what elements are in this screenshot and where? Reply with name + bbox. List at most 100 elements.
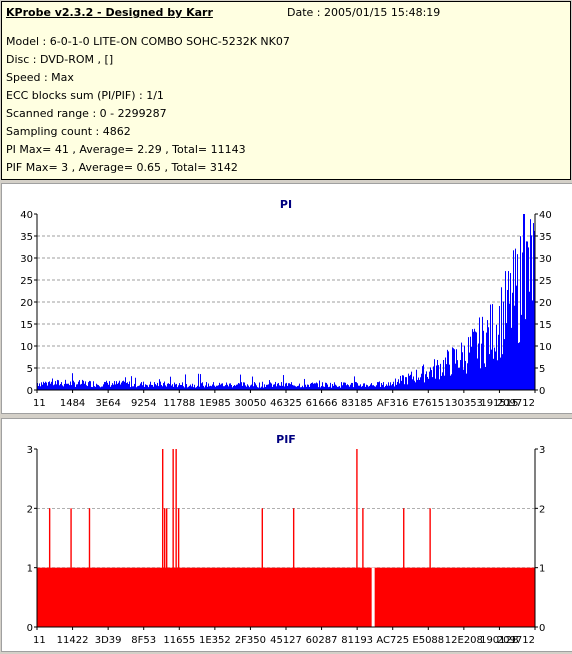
pi-bar <box>375 386 376 390</box>
pi-bar <box>278 382 279 390</box>
pi-bar <box>359 385 360 390</box>
y-tick-label-left: 5 <box>27 364 33 375</box>
pi-bar <box>366 384 367 390</box>
pi-bar <box>204 387 205 390</box>
pi-bar <box>326 382 327 390</box>
pi-bar <box>455 363 456 390</box>
pi-bar <box>76 384 77 390</box>
x-tick-label: 3E64 <box>95 398 120 409</box>
y-tick-label-left: 0 <box>27 386 33 397</box>
pi-bar <box>243 382 244 390</box>
pi-bar <box>462 352 463 390</box>
pi-bar <box>213 382 214 390</box>
pi-bar <box>533 223 534 390</box>
pi-bar <box>444 375 445 390</box>
y-tick-label-left: 25 <box>20 276 33 287</box>
pi-bar <box>208 383 209 390</box>
pi-bar <box>267 384 268 390</box>
pi-bar <box>47 385 48 390</box>
pi-bar <box>125 377 126 390</box>
x-tick-label: 1E352 <box>199 635 231 646</box>
pi-bar <box>262 381 263 390</box>
pi-bar <box>396 384 397 390</box>
pi-bar <box>441 375 442 390</box>
pi-bar <box>279 385 280 390</box>
pi-bar <box>164 381 165 390</box>
x-tick-label: AF316 <box>377 398 409 409</box>
pi-bar <box>166 386 167 390</box>
pi-bar <box>437 359 438 390</box>
y-tick-label-left: 30 <box>20 254 33 265</box>
pi-bar <box>94 386 95 390</box>
pi-bar <box>222 383 223 390</box>
x-tick-label: 11655 <box>163 635 195 646</box>
pi-bar <box>227 384 228 390</box>
pi-bar <box>171 385 172 390</box>
pi-bar <box>163 383 164 390</box>
pi-bar <box>509 303 510 390</box>
pi-bar <box>103 384 104 390</box>
pi-bar <box>150 381 151 390</box>
pi-bar <box>49 381 50 390</box>
pi-bar <box>219 382 220 390</box>
pi-bar <box>317 383 318 390</box>
pi-bar <box>174 382 175 390</box>
pi-bar <box>307 384 308 390</box>
pi-bar <box>395 378 396 390</box>
pi-bar <box>292 384 293 390</box>
pi-bar <box>316 382 317 390</box>
pi-bar <box>100 387 101 390</box>
pi-bar <box>501 287 502 390</box>
pi-bar <box>480 368 481 390</box>
pi-bar <box>226 382 227 390</box>
pi-bar <box>335 384 336 390</box>
pi-bar <box>272 386 273 390</box>
pi-bar <box>246 386 247 390</box>
pi-bar <box>331 387 332 390</box>
pi-bar <box>323 386 324 390</box>
pi-bar <box>460 360 461 390</box>
pi-bar <box>384 387 385 390</box>
pi-bar <box>406 377 407 390</box>
pi-bar <box>348 385 349 390</box>
pi-bar <box>443 360 444 390</box>
pi-bar <box>169 383 170 390</box>
pi-bar <box>498 334 499 390</box>
pi-bar <box>92 387 93 390</box>
pi-bar <box>254 382 255 390</box>
pi-bar <box>347 384 348 390</box>
pi-bar <box>371 383 372 390</box>
pi-bar <box>79 380 80 390</box>
pi-bar <box>83 380 84 390</box>
pi-bar <box>173 386 174 390</box>
pi-bar <box>354 376 355 390</box>
pi-bar <box>184 387 185 390</box>
app-title: KProbe v2.3.2 - Designed by Karr <box>6 6 213 19</box>
pi-bar <box>77 384 78 390</box>
x-tick-label: 11 <box>33 398 46 409</box>
chart-title: PI <box>280 198 292 211</box>
y-tick-label-right: 10 <box>539 342 552 353</box>
pi-bar <box>365 386 366 390</box>
pif-spike <box>356 449 358 627</box>
pi-bar <box>521 314 522 390</box>
pi-bar <box>266 384 267 390</box>
pi-bar <box>520 236 521 390</box>
pi-bar <box>451 374 452 390</box>
pi-bar <box>217 385 218 390</box>
pi-bar <box>253 386 254 390</box>
y-tick-label-right: 25 <box>539 276 552 287</box>
pi-bar <box>315 383 316 390</box>
pi-bar <box>393 381 394 390</box>
pi-bar <box>152 385 153 390</box>
pi-bar <box>470 336 471 390</box>
pi-bar <box>231 384 232 390</box>
pi-bar <box>429 371 430 390</box>
pi-bar <box>129 381 130 390</box>
pi-bar <box>122 381 123 390</box>
x-tick-label: 209712 <box>497 398 535 409</box>
x-tick-label: 3D39 <box>95 635 122 646</box>
pi-bar <box>496 324 497 390</box>
pi-bar <box>50 383 51 390</box>
